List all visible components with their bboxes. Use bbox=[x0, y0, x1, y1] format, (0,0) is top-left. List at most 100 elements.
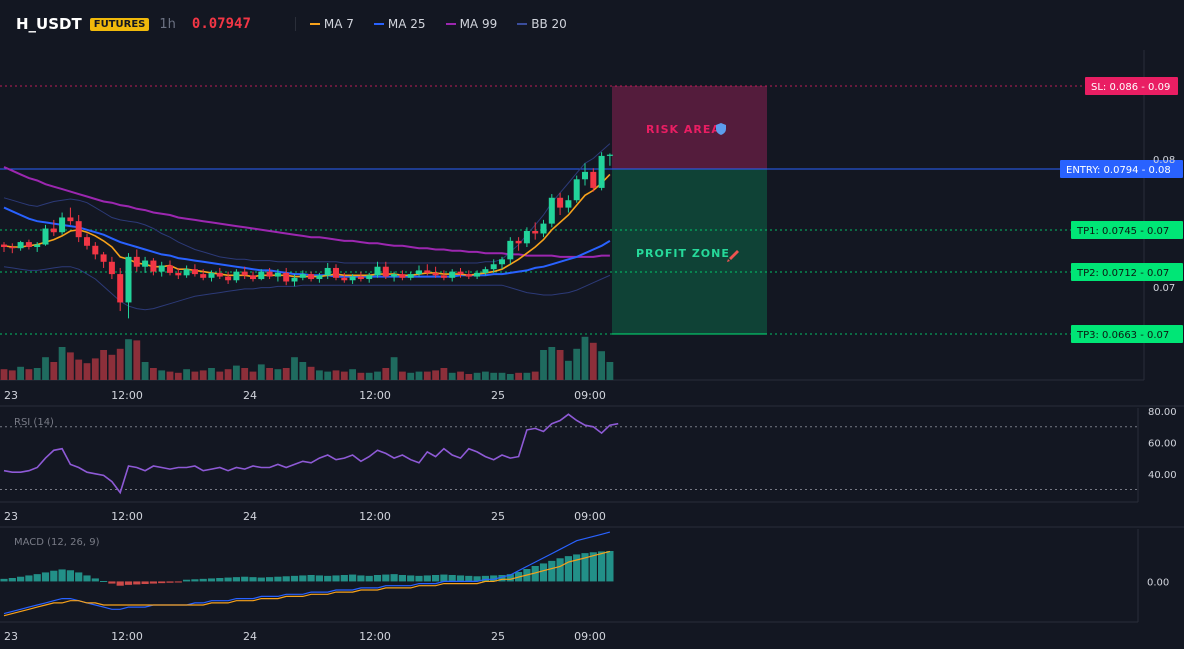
rocket-icon bbox=[727, 250, 739, 262]
candle-body bbox=[565, 200, 572, 208]
candle-body bbox=[440, 275, 447, 278]
volume-bar bbox=[116, 348, 124, 380]
candle-body bbox=[125, 256, 132, 303]
chart-canvas[interactable]: RISK AREA PROFIT ZONE SL: 0.086 - 0.09 ENTR… bbox=[0, 48, 1184, 649]
macd-histogram-bar bbox=[183, 579, 191, 582]
macd-histogram-bar bbox=[33, 574, 41, 582]
volume-bar bbox=[407, 372, 415, 380]
macd-histogram-bar bbox=[249, 577, 257, 582]
volume-bar bbox=[531, 371, 539, 380]
candle-body bbox=[25, 242, 32, 248]
volume-bar bbox=[58, 347, 66, 380]
macd-histogram-bar bbox=[191, 579, 199, 582]
candle-body bbox=[274, 272, 281, 277]
volume-bar bbox=[25, 369, 33, 380]
macd-histogram-bar bbox=[531, 566, 539, 582]
macd-histogram-bar bbox=[332, 575, 340, 582]
legend-ma25[interactable]: MA 25 bbox=[373, 17, 426, 31]
legend-ma7[interactable]: MA 7 bbox=[309, 17, 354, 31]
volume-bar bbox=[224, 369, 232, 380]
volume-bar bbox=[91, 358, 99, 380]
candle-body bbox=[200, 274, 207, 278]
candle-body bbox=[9, 247, 16, 249]
macd-histogram-bar bbox=[490, 575, 498, 582]
rsi-line bbox=[3, 413, 619, 495]
candle-body bbox=[150, 260, 157, 272]
macd-line bbox=[3, 531, 611, 615]
macd-x-tick-label: 23 bbox=[4, 630, 18, 643]
symbol-name[interactable]: H_USDT bbox=[16, 15, 82, 33]
macd-histogram-bar bbox=[124, 581, 133, 585]
candle-body bbox=[191, 269, 198, 275]
macd-histogram-bar bbox=[83, 575, 91, 582]
candle-body bbox=[50, 228, 57, 233]
volume-bar bbox=[208, 368, 215, 380]
macd-histogram-bar bbox=[382, 574, 390, 582]
volume-bar bbox=[415, 371, 423, 380]
candle-body bbox=[382, 266, 389, 277]
rsi-tick-label: 60.00 bbox=[1148, 438, 1177, 449]
candle-body bbox=[250, 275, 256, 280]
candle-body bbox=[241, 271, 248, 276]
volume-bar bbox=[432, 370, 439, 380]
volume-bar bbox=[349, 369, 356, 380]
entry-tag bbox=[1060, 160, 1183, 178]
last-price: 0.07947 bbox=[191, 16, 251, 32]
risk-area-zone bbox=[612, 86, 767, 169]
legend-ma99[interactable]: MA 99 bbox=[445, 17, 497, 31]
candle-body bbox=[590, 171, 597, 188]
sl-tag bbox=[1085, 77, 1178, 95]
macd-histogram-bar bbox=[448, 575, 456, 582]
volume-bar bbox=[357, 372, 365, 380]
candle-body bbox=[299, 274, 306, 278]
candle-body bbox=[598, 155, 605, 188]
volume-bar bbox=[457, 371, 464, 380]
volume-bar bbox=[166, 371, 174, 380]
candle-body bbox=[582, 171, 588, 180]
legend-bb20[interactable]: BB 20 bbox=[517, 17, 567, 31]
ma25-line bbox=[3, 206, 611, 278]
volume-bar bbox=[291, 357, 298, 380]
macd-histogram-bar bbox=[133, 581, 141, 585]
volume-bar bbox=[473, 372, 481, 380]
risk-area-label: RISK AREA bbox=[646, 123, 721, 136]
macd-histogram-bar bbox=[349, 574, 357, 582]
shield-icon bbox=[716, 123, 726, 135]
volume-bar bbox=[374, 371, 381, 380]
candle-body bbox=[557, 197, 564, 208]
profit-zone bbox=[612, 169, 767, 334]
macd-histogram-bar bbox=[290, 575, 299, 582]
volume-bar bbox=[490, 372, 498, 380]
candle-body bbox=[142, 260, 149, 267]
macd-histogram-bar bbox=[398, 575, 406, 582]
macd-histogram-bar bbox=[66, 570, 74, 582]
ma99-swatch bbox=[445, 23, 456, 25]
candle-body bbox=[133, 256, 140, 267]
macd-label: MACD (12, 26, 9) bbox=[14, 537, 100, 548]
candle-body bbox=[457, 271, 464, 275]
volume-bar bbox=[324, 371, 332, 380]
macd-histogram-bar bbox=[432, 575, 440, 582]
candle-body bbox=[523, 231, 530, 244]
timeframe-label[interactable]: 1h bbox=[159, 16, 176, 32]
macd-histogram-bar bbox=[498, 575, 506, 582]
candle-body bbox=[100, 254, 107, 262]
rsi-x-tick-label: 09:00 bbox=[574, 510, 606, 523]
macd-histogram-bar bbox=[41, 572, 50, 582]
rsi-x-tick-label: 24 bbox=[243, 510, 257, 523]
candle-body bbox=[573, 179, 580, 201]
volume-bar bbox=[515, 372, 522, 380]
candle-body bbox=[17, 242, 24, 249]
candle-body bbox=[75, 221, 82, 238]
volume-bar bbox=[606, 362, 614, 380]
macd-histogram-bar bbox=[573, 554, 581, 582]
price-tick-label: 0.07 bbox=[1153, 283, 1175, 294]
macd-histogram-bar bbox=[149, 581, 157, 584]
candle-body bbox=[399, 274, 406, 278]
header-divider bbox=[294, 17, 296, 31]
macd-histogram-bar bbox=[108, 581, 116, 584]
candle-body bbox=[606, 154, 613, 156]
tp2-tag-label: TP2: 0.0712 - 0.07 bbox=[1076, 268, 1169, 279]
volume-bar bbox=[540, 350, 547, 380]
macd-x-tick-label: 24 bbox=[243, 630, 257, 643]
